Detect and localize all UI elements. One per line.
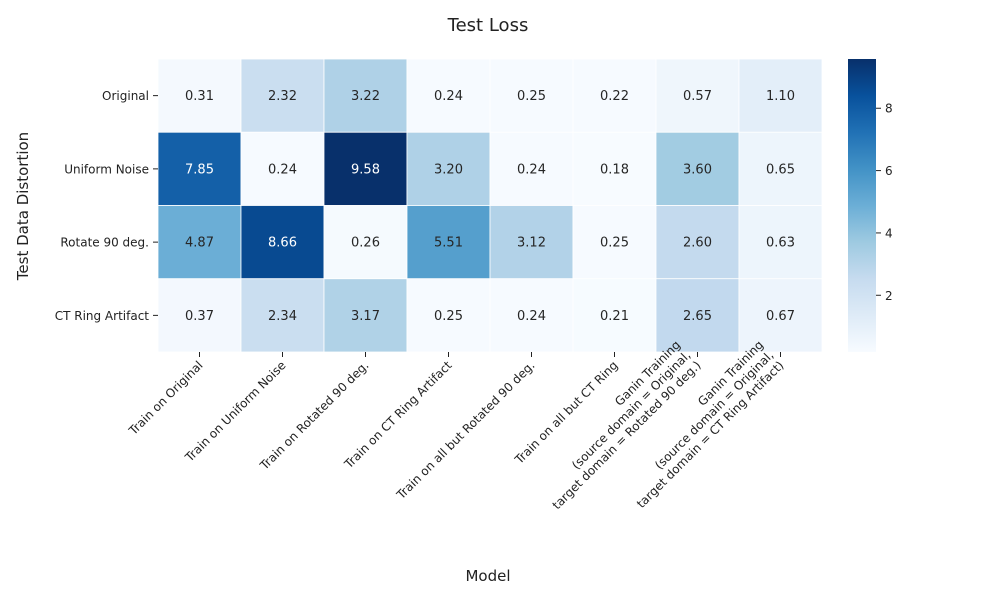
heatmap-cell <box>240 58 325 133</box>
colorbar-tick-label: 8 <box>885 102 893 116</box>
cell-value-label: 0.37 <box>185 309 214 324</box>
cell-value-label: 1.10 <box>766 89 795 104</box>
cell-value-label: 3.12 <box>517 236 546 251</box>
colorbar: 2 4 6 8 <box>848 59 893 352</box>
heatmap-cell <box>572 131 657 206</box>
y-tick-label: Original <box>102 89 149 103</box>
heatmap-cell <box>655 205 740 280</box>
heatmap-cell <box>738 58 823 133</box>
heatmap-cell <box>738 131 823 206</box>
heatmap-cell <box>572 58 657 133</box>
heatmap-cell <box>489 58 574 133</box>
heatmap-cell <box>323 278 408 353</box>
heatmap-cell <box>655 131 740 206</box>
y-tick-label: Uniform Noise <box>64 162 149 176</box>
cell-value-label: 3.60 <box>683 162 712 177</box>
heatmap-cell <box>655 278 740 353</box>
colorbar-tick-label: 2 <box>885 289 893 303</box>
cell-value-label: 0.25 <box>600 236 629 251</box>
heatmap-cell <box>157 58 242 133</box>
cell-value-label: 2.60 <box>683 236 712 251</box>
heatmap-cell <box>240 205 325 280</box>
cell-value-label: 7.85 <box>185 162 214 177</box>
heatmap-cells: 0.31 2.32 3.22 0.24 0.25 0.22 0.57 1.10 7.85 0.24… <box>157 58 823 353</box>
heatmap-cell <box>406 58 491 133</box>
x-tick-label: Train on all but Rotated 90 deg. <box>393 358 537 502</box>
y-tick-label: CT Ring Artifact <box>55 309 150 323</box>
cell-value-label: 0.65 <box>766 162 795 177</box>
heatmap-cell <box>489 278 574 353</box>
cell-value-label: 2.34 <box>268 309 297 324</box>
cell-value-label: 0.24 <box>268 162 297 177</box>
cell-value-label: 0.26 <box>351 236 380 251</box>
cell-value-label: 3.17 <box>351 309 380 324</box>
cell-value-label: 5.51 <box>434 236 463 251</box>
cell-value-label: 3.22 <box>351 89 380 104</box>
cell-value-label: 0.63 <box>766 236 795 251</box>
heatmap-cell <box>406 131 491 206</box>
y-axis-title: Test Data Distortion <box>14 132 32 281</box>
cell-value-label: 0.24 <box>434 89 463 104</box>
colorbar-tick-label: 6 <box>885 164 893 178</box>
y-tick-label: Rotate 90 deg. <box>60 236 149 250</box>
heatmap-cell <box>240 131 325 206</box>
cell-value-label: 0.25 <box>434 309 463 324</box>
cell-value-label: 9.58 <box>351 162 380 177</box>
heatmap-cell <box>572 205 657 280</box>
cell-value-label: 2.65 <box>683 309 712 324</box>
heatmap-cell <box>489 205 574 280</box>
colorbar-tick-label: 4 <box>885 226 893 240</box>
cell-value-label: 0.31 <box>185 89 214 104</box>
x-tick-label-line: Train on all but Rotated 90 deg. <box>393 358 537 502</box>
cell-value-label: 0.18 <box>600 162 629 177</box>
heatmap-cell <box>323 205 408 280</box>
cell-value-label: 3.20 <box>434 162 463 177</box>
cell-value-label: 0.24 <box>517 162 546 177</box>
colorbar-gradient <box>848 59 876 352</box>
heatmap-cell <box>738 205 823 280</box>
cell-value-label: 0.25 <box>517 89 546 104</box>
y-tick-labels: Original Uniform Noise Rotate 90 deg. CT Ri… <box>55 89 158 323</box>
heatmap-cell <box>489 131 574 206</box>
heatmap-cell <box>157 205 242 280</box>
cell-value-label: 0.22 <box>600 89 629 104</box>
cell-value-label: 4.87 <box>185 236 214 251</box>
heatmap-cell <box>406 278 491 353</box>
cell-value-label: 0.67 <box>766 309 795 324</box>
cell-value-label: 0.21 <box>600 309 629 324</box>
heatmap-cell <box>406 205 491 280</box>
heatmap-cell <box>157 278 242 353</box>
chart-title: Test Loss <box>447 15 529 36</box>
colorbar-ticks: 2 4 6 8 <box>876 102 893 303</box>
cell-value-label: 0.24 <box>517 309 546 324</box>
x-tick-label-line: Train on Original <box>125 358 205 438</box>
cell-value-label: 8.66 <box>268 236 297 251</box>
heatmap-cell <box>323 58 408 133</box>
cell-value-label: 0.57 <box>683 89 712 104</box>
x-tick-label: Train on Original <box>125 358 205 438</box>
x-axis-title: Model <box>465 567 510 585</box>
cell-value-label: 2.32 <box>268 89 297 104</box>
